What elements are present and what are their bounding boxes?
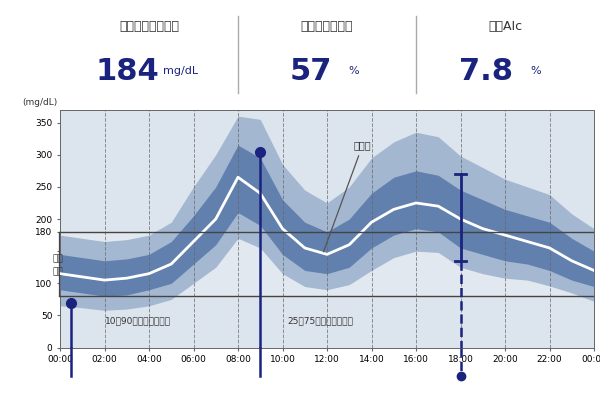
Text: 範囲: 範囲: [53, 267, 64, 276]
Text: %: %: [349, 66, 359, 76]
Text: 目標範囲内時間: 目標範囲内時間: [301, 21, 353, 33]
Text: 184: 184: [96, 57, 160, 86]
Text: (mg/dL): (mg/dL): [23, 98, 58, 107]
Text: 7.8: 7.8: [460, 57, 514, 86]
Text: 推定AIc: 推定AIc: [488, 21, 522, 33]
Text: 25〜75パーセンタイル: 25〜75パーセンタイル: [287, 316, 353, 325]
Text: %: %: [530, 66, 541, 76]
Text: 57: 57: [290, 57, 332, 86]
Text: 平均グルコース値: 平均グルコース値: [119, 21, 179, 33]
Text: 目標: 目標: [53, 254, 64, 263]
Text: 中央値: 中央値: [323, 140, 371, 252]
Bar: [60, 232, 594, 296]
Text: 10〜90パーセンタイル: 10〜90パーセンタイル: [104, 316, 170, 325]
Text: mg/dL: mg/dL: [163, 66, 199, 76]
